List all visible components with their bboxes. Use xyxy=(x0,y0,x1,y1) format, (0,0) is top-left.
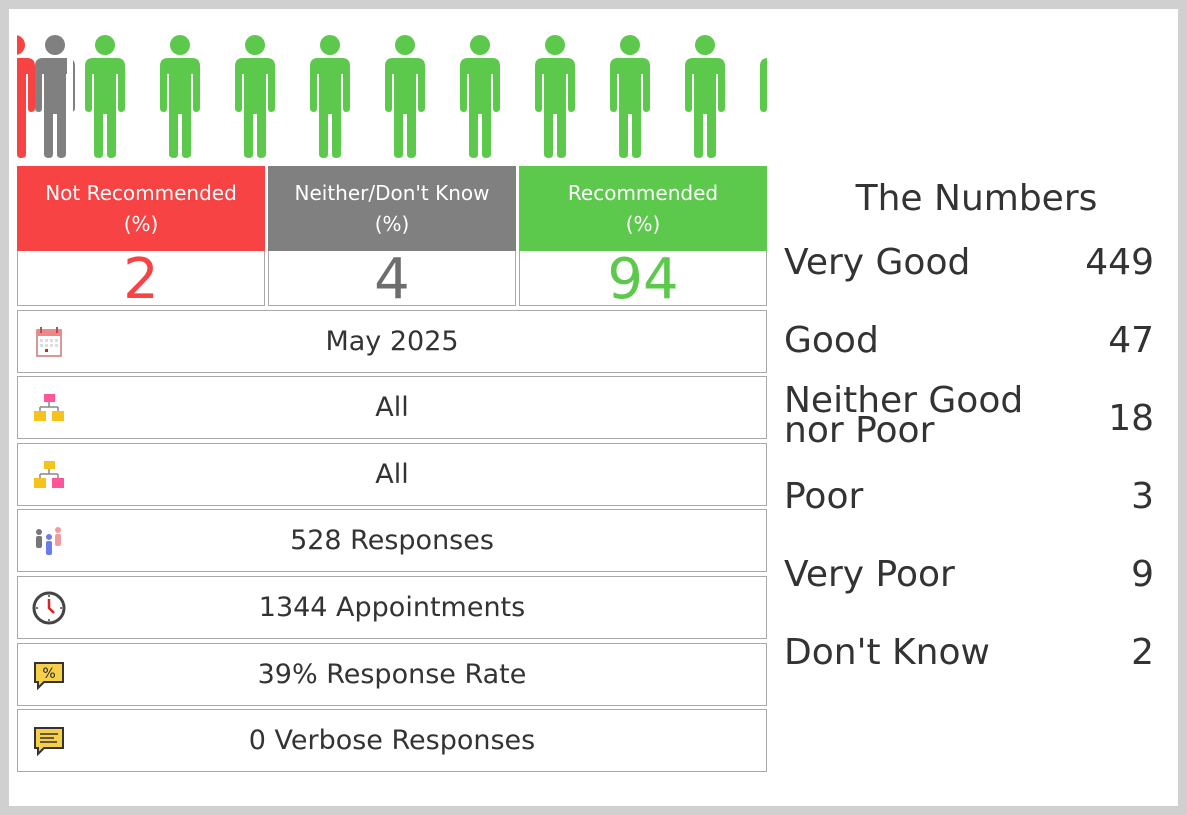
response-rate-text: 39% Response Rate xyxy=(257,659,527,690)
people-pictogram xyxy=(17,28,767,158)
person-icon xyxy=(310,35,350,158)
person-icon xyxy=(385,35,425,158)
stat-good: Good 47 xyxy=(784,322,1154,362)
stat-value: 449 xyxy=(1085,242,1154,283)
recommended-value: 94 xyxy=(519,251,767,309)
stat-label: Good xyxy=(784,320,879,361)
stat-label: Very Poor xyxy=(784,554,955,595)
not-recommended-value: 2 xyxy=(17,251,265,309)
svg-text:%: % xyxy=(42,666,55,682)
not-recommended-label: Not Recommended xyxy=(45,181,237,205)
pictogram-separator xyxy=(67,28,73,158)
stat-label-line2: nor Poor xyxy=(784,410,935,451)
stat-value: 47 xyxy=(1108,320,1154,361)
stat-value: 2 xyxy=(1131,632,1154,673)
verbose-responses-text: 0 Verbose Responses xyxy=(248,725,536,756)
person-icon xyxy=(760,58,767,112)
recommended-unit: (%) xyxy=(625,212,661,236)
person-icon xyxy=(235,35,275,158)
person-icon xyxy=(685,35,725,158)
org-chart-alt-icon xyxy=(34,461,64,488)
person-icon xyxy=(460,35,500,158)
not-recommended-unit: (%) xyxy=(123,212,159,236)
stat-value: 9 xyxy=(1131,554,1154,595)
neither-header: Neither/Don't Know (%) xyxy=(268,166,516,251)
person-icon xyxy=(535,35,575,158)
department-text: All xyxy=(375,459,409,490)
stat-poor: Poor 3 xyxy=(784,478,1154,518)
clock-icon xyxy=(32,591,66,625)
person-icon xyxy=(85,35,125,158)
person-icon xyxy=(610,35,650,158)
neither-unit: (%) xyxy=(374,212,410,236)
people-group-icon xyxy=(36,527,61,555)
neither-label: Neither/Don't Know xyxy=(294,181,490,205)
stat-neither-good-nor-poor: Neither Good nor Poor 18 xyxy=(784,383,1154,452)
verbose-responses-row[interactable]: 0 Verbose Responses xyxy=(17,709,767,772)
recommended-header: Recommended (%) xyxy=(519,166,767,251)
recommended-label: Recommended xyxy=(567,181,719,205)
period-row[interactable]: May 2025 xyxy=(17,310,767,373)
organisation-row[interactable]: All xyxy=(17,376,767,439)
response-rate-row[interactable]: % 39% Response Rate xyxy=(17,643,767,706)
responses-text: 528 Responses xyxy=(290,525,494,556)
stat-value: 3 xyxy=(1131,476,1154,517)
stat-label: Neither Good nor Poor xyxy=(784,383,1084,449)
comment-icon xyxy=(34,727,64,757)
appointments-text: 1344 Appointments xyxy=(258,592,526,623)
stat-very-good: Very Good 449 xyxy=(784,244,1154,284)
person-icon xyxy=(17,35,35,158)
stat-dont-know: Don't Know 2 xyxy=(784,634,1154,674)
stat-very-poor: Very Poor 9 xyxy=(784,556,1154,596)
stat-label: Poor xyxy=(784,476,864,517)
numbers-title: The Numbers xyxy=(855,178,1098,219)
organisation-text: All xyxy=(375,392,409,423)
period-text: May 2025 xyxy=(325,326,459,357)
stat-label-line1: Neither Good xyxy=(784,380,1024,421)
org-chart-icon xyxy=(34,394,64,421)
stat-value: 18 xyxy=(1108,398,1154,439)
neither-value: 4 xyxy=(268,251,516,309)
calendar-icon xyxy=(36,327,62,357)
stat-label: Don't Know xyxy=(784,632,990,673)
person-icon xyxy=(160,35,200,158)
responses-row[interactable]: 528 Responses xyxy=(17,509,767,572)
department-row[interactable]: All xyxy=(17,443,767,506)
not-recommended-header: Not Recommended (%) xyxy=(17,166,265,251)
percent-bubble-icon: % xyxy=(34,662,64,691)
appointments-row[interactable]: 1344 Appointments xyxy=(17,576,767,639)
person-icon xyxy=(35,35,75,158)
panel-frame xyxy=(9,9,1178,806)
stat-label: Very Good xyxy=(784,242,971,283)
